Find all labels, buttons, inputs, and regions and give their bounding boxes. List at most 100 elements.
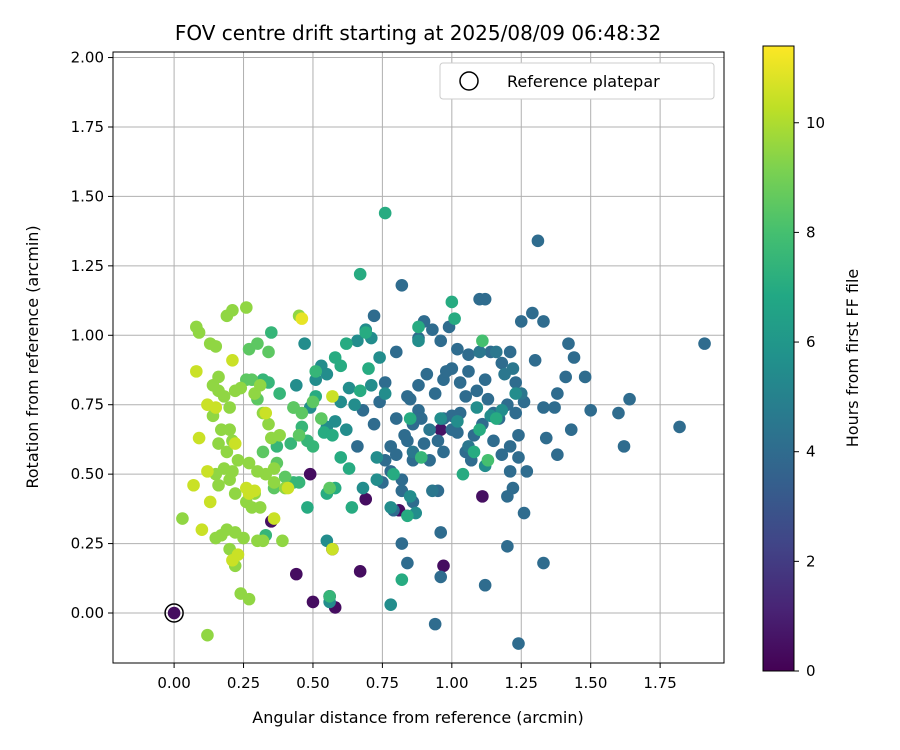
data-point [306, 595, 320, 609]
data-point [367, 309, 381, 323]
data-point [220, 445, 234, 459]
data-point [356, 481, 370, 495]
data-point [389, 448, 403, 462]
data-point [203, 495, 217, 509]
data-point [345, 501, 359, 514]
data-point [495, 448, 509, 462]
colorbar-label: Hours from first FF file [843, 269, 862, 448]
colorbar: 0 2 4 6 8 10 Hours from first FF file [762, 45, 862, 680]
data-point [439, 365, 453, 378]
data-point [495, 356, 509, 370]
data-point [348, 398, 361, 412]
data-point [503, 440, 517, 453]
data-point [537, 401, 550, 414]
data-point [237, 531, 250, 545]
data-point [501, 540, 514, 553]
data-point [467, 445, 481, 459]
data-point [476, 490, 489, 503]
data-point [309, 365, 323, 378]
data-point [301, 501, 314, 514]
data-point [251, 337, 264, 350]
data-point [201, 628, 214, 642]
data-point [259, 406, 273, 420]
data-points [176, 206, 711, 650]
data-point [226, 303, 239, 317]
colorbar-ticks: 0 2 4 6 8 10 [794, 114, 825, 680]
data-point [434, 423, 448, 437]
data-point [478, 292, 492, 306]
data-point [212, 437, 225, 450]
data-point [190, 365, 203, 378]
data-point [273, 428, 286, 442]
data-point [334, 359, 348, 373]
data-point [395, 278, 409, 292]
legend-box [439, 62, 715, 100]
data-point [417, 437, 431, 450]
data-point [489, 345, 503, 359]
data-point [503, 345, 517, 359]
colorbar-tick-label: 10 [806, 114, 825, 132]
data-point [292, 428, 306, 442]
data-point [378, 206, 392, 220]
data-point [367, 417, 381, 431]
data-point [242, 592, 256, 606]
data-point [501, 490, 514, 503]
data-point [462, 365, 475, 378]
data-point [223, 473, 236, 487]
data-point [234, 381, 248, 395]
data-point [370, 473, 384, 487]
data-point [212, 370, 225, 384]
data-point [673, 420, 686, 434]
data-point [548, 401, 561, 414]
y-tick-label: 0.00 [71, 604, 104, 622]
x-tick-label: 0.50 [296, 674, 329, 692]
data-point [306, 440, 320, 453]
data-point [434, 570, 448, 584]
data-point [295, 312, 309, 325]
data-point [359, 326, 373, 339]
data-point [256, 534, 270, 548]
data-point [437, 559, 450, 573]
x-axis-label: Angular distance from reference (arcmin) [252, 708, 583, 727]
data-point [303, 467, 317, 481]
data-point [223, 423, 236, 437]
data-point [262, 417, 275, 431]
data-point [292, 476, 306, 489]
data-point [248, 484, 261, 498]
data-point [412, 334, 425, 348]
data-point [526, 306, 539, 320]
data-point [578, 370, 592, 384]
data-point [451, 342, 464, 356]
data-point [612, 406, 625, 420]
data-point [623, 392, 636, 406]
data-point [320, 367, 334, 381]
data-point [326, 542, 339, 556]
y-tick-label: 2.00 [71, 49, 104, 67]
data-point [434, 412, 448, 425]
data-point [228, 487, 242, 500]
data-point [362, 362, 375, 375]
data-point [512, 451, 525, 464]
data-point [253, 378, 267, 392]
data-point [387, 467, 400, 481]
legend-marker [459, 71, 479, 91]
data-point [453, 376, 467, 389]
data-point [256, 445, 270, 459]
data-point [473, 345, 486, 359]
data-point [326, 390, 339, 403]
data-point [240, 301, 253, 314]
data-point [373, 351, 386, 364]
data-point [395, 573, 409, 586]
y-tick-label: 1.25 [71, 257, 104, 275]
data-point [276, 534, 289, 548]
data-point [217, 390, 231, 403]
data-point [351, 334, 364, 348]
colorbar-tick-label: 0 [806, 662, 816, 680]
x-tick-label: 0.00 [157, 674, 190, 692]
y-tick-label: 0.25 [71, 535, 104, 553]
data-point [584, 403, 597, 417]
data-point [353, 565, 367, 578]
data-point [428, 617, 442, 631]
data-point [403, 490, 417, 503]
data-point [487, 434, 500, 448]
